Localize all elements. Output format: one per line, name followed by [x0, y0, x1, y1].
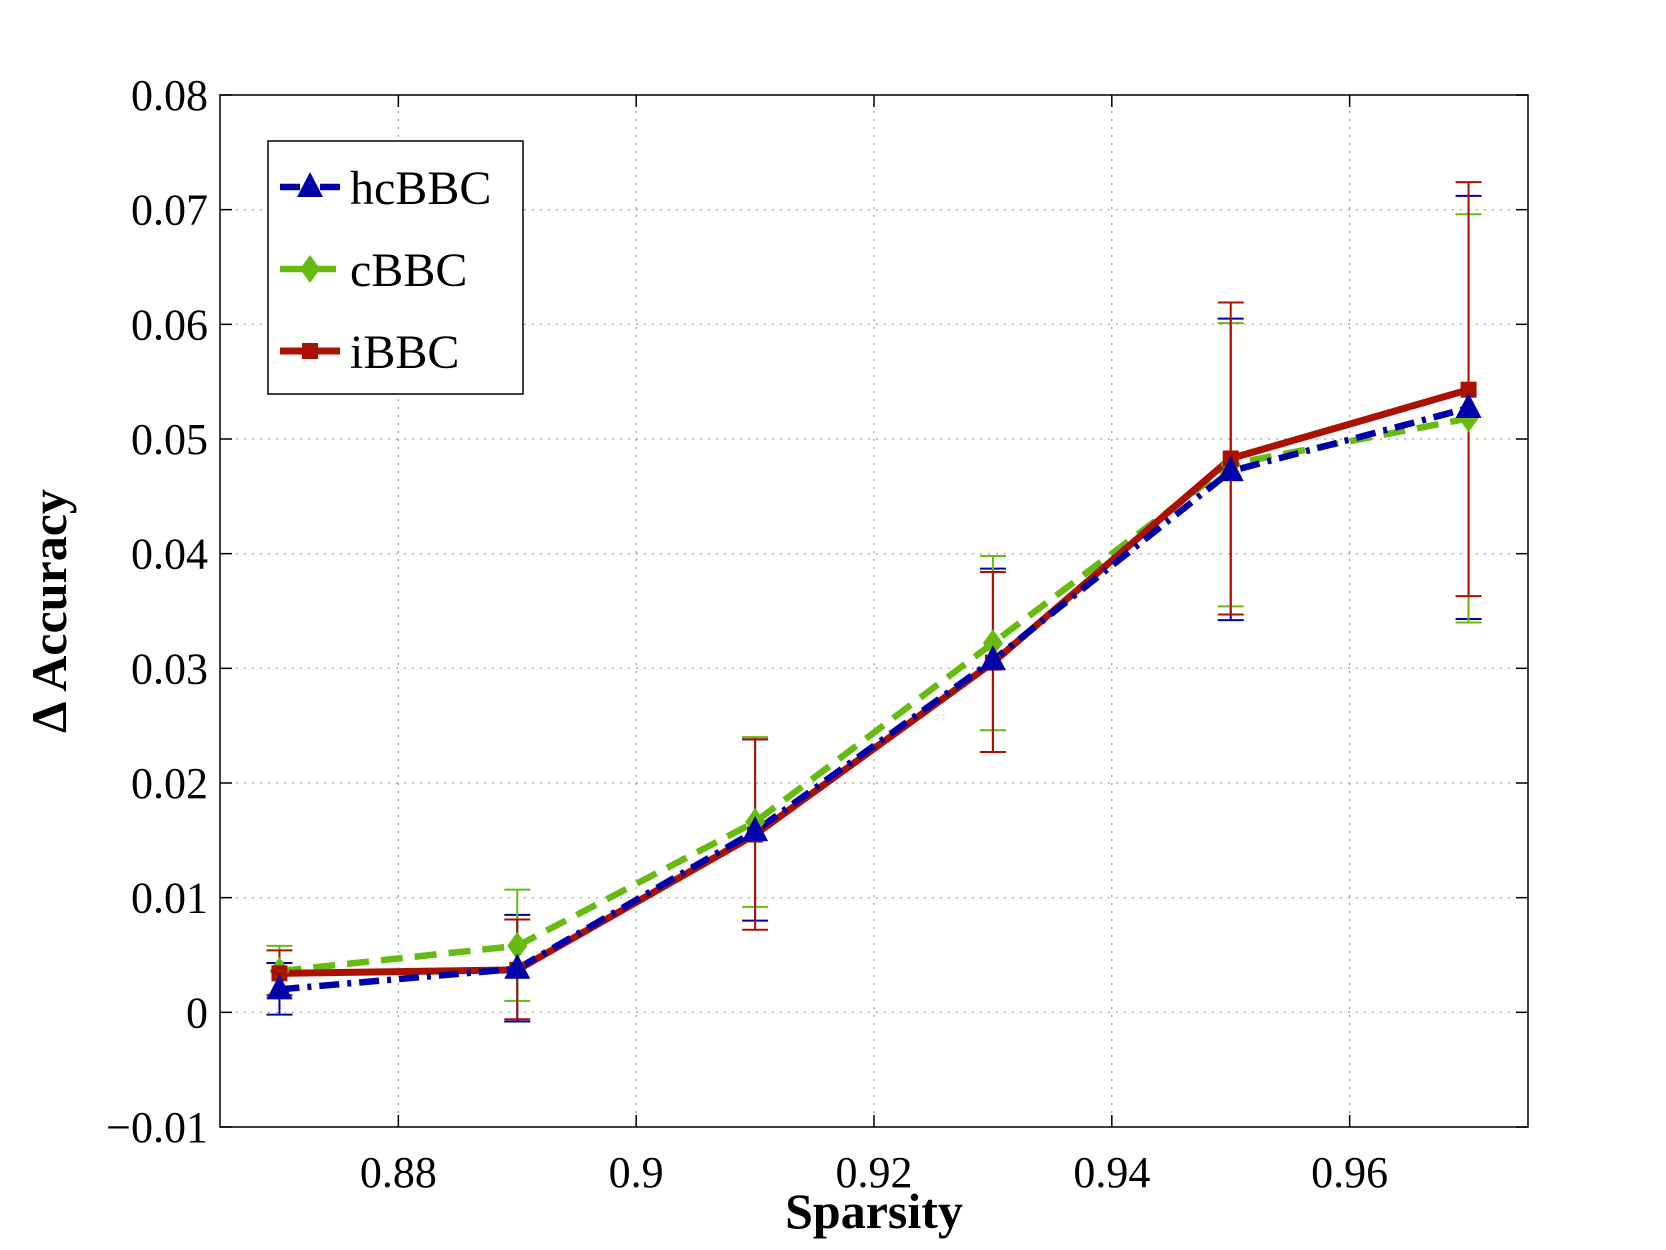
series-lines	[279, 386, 1470, 993]
y-tick-label: 0.07	[131, 186, 208, 235]
x-axis-title: Sparsity	[785, 1183, 963, 1239]
cbbc-point	[982, 629, 1003, 658]
y-tick-label: 0	[186, 988, 208, 1037]
x-tick-label: 0.9	[609, 1148, 664, 1197]
hcbbc-line	[279, 404, 1470, 993]
axis-ticks	[220, 94, 1528, 1128]
legend-hcbbc-marker	[297, 172, 323, 197]
ibbc-line	[279, 386, 1470, 977]
hcbbc-point	[504, 953, 531, 979]
legend-cbbc-label: cBBC	[350, 244, 467, 297]
ibbc-point	[1460, 381, 1477, 398]
legend-hcbbc-label: hcBBC	[350, 162, 491, 215]
x-tick-label: 0.94	[1073, 1148, 1150, 1197]
y-tick-label: −0.01	[106, 1103, 208, 1152]
y-tick-label: 0.01	[131, 874, 208, 923]
hcbbc-point	[1455, 393, 1482, 419]
legend-ibbc-label: iBBC	[350, 326, 459, 379]
legend-cbbc-marker	[300, 255, 320, 283]
y-tick-label: 0.04	[131, 530, 208, 579]
y-tick-label: 0.03	[131, 644, 208, 693]
y-tick-label: 0.08	[131, 71, 208, 120]
legend: hcBBC cBBC iBBC	[267, 140, 524, 395]
hcbbc-point	[742, 816, 769, 842]
cbbc-line	[279, 415, 1470, 975]
cbbc-point	[507, 931, 528, 960]
x-tick-label: 0.96	[1311, 1148, 1388, 1197]
hcbbc-point	[266, 974, 293, 1000]
hcbbc-point	[1217, 456, 1244, 482]
ibbc-point	[271, 965, 288, 982]
y-axis-title: Δ Accuracy	[21, 489, 77, 733]
hcbbc-point	[979, 645, 1006, 671]
x-tick-labels: 0.88 0.9 0.92 0.94 0.96	[360, 1148, 1388, 1197]
y-tick-labels: −0.01 0 0.01 0.02 0.03 0.04 0.05 0.06 0.07 0.08	[106, 71, 208, 1152]
x-tick-label: 0.88	[360, 1148, 437, 1197]
x-tick-label: 0.92	[836, 1148, 913, 1197]
series-markers	[266, 381, 1482, 1000]
y-tick-label: 0.02	[131, 759, 208, 808]
y-tick-label: 0.05	[131, 415, 208, 464]
y-tick-label: 0.06	[131, 300, 208, 349]
legend-ibbc-marker	[302, 343, 318, 359]
